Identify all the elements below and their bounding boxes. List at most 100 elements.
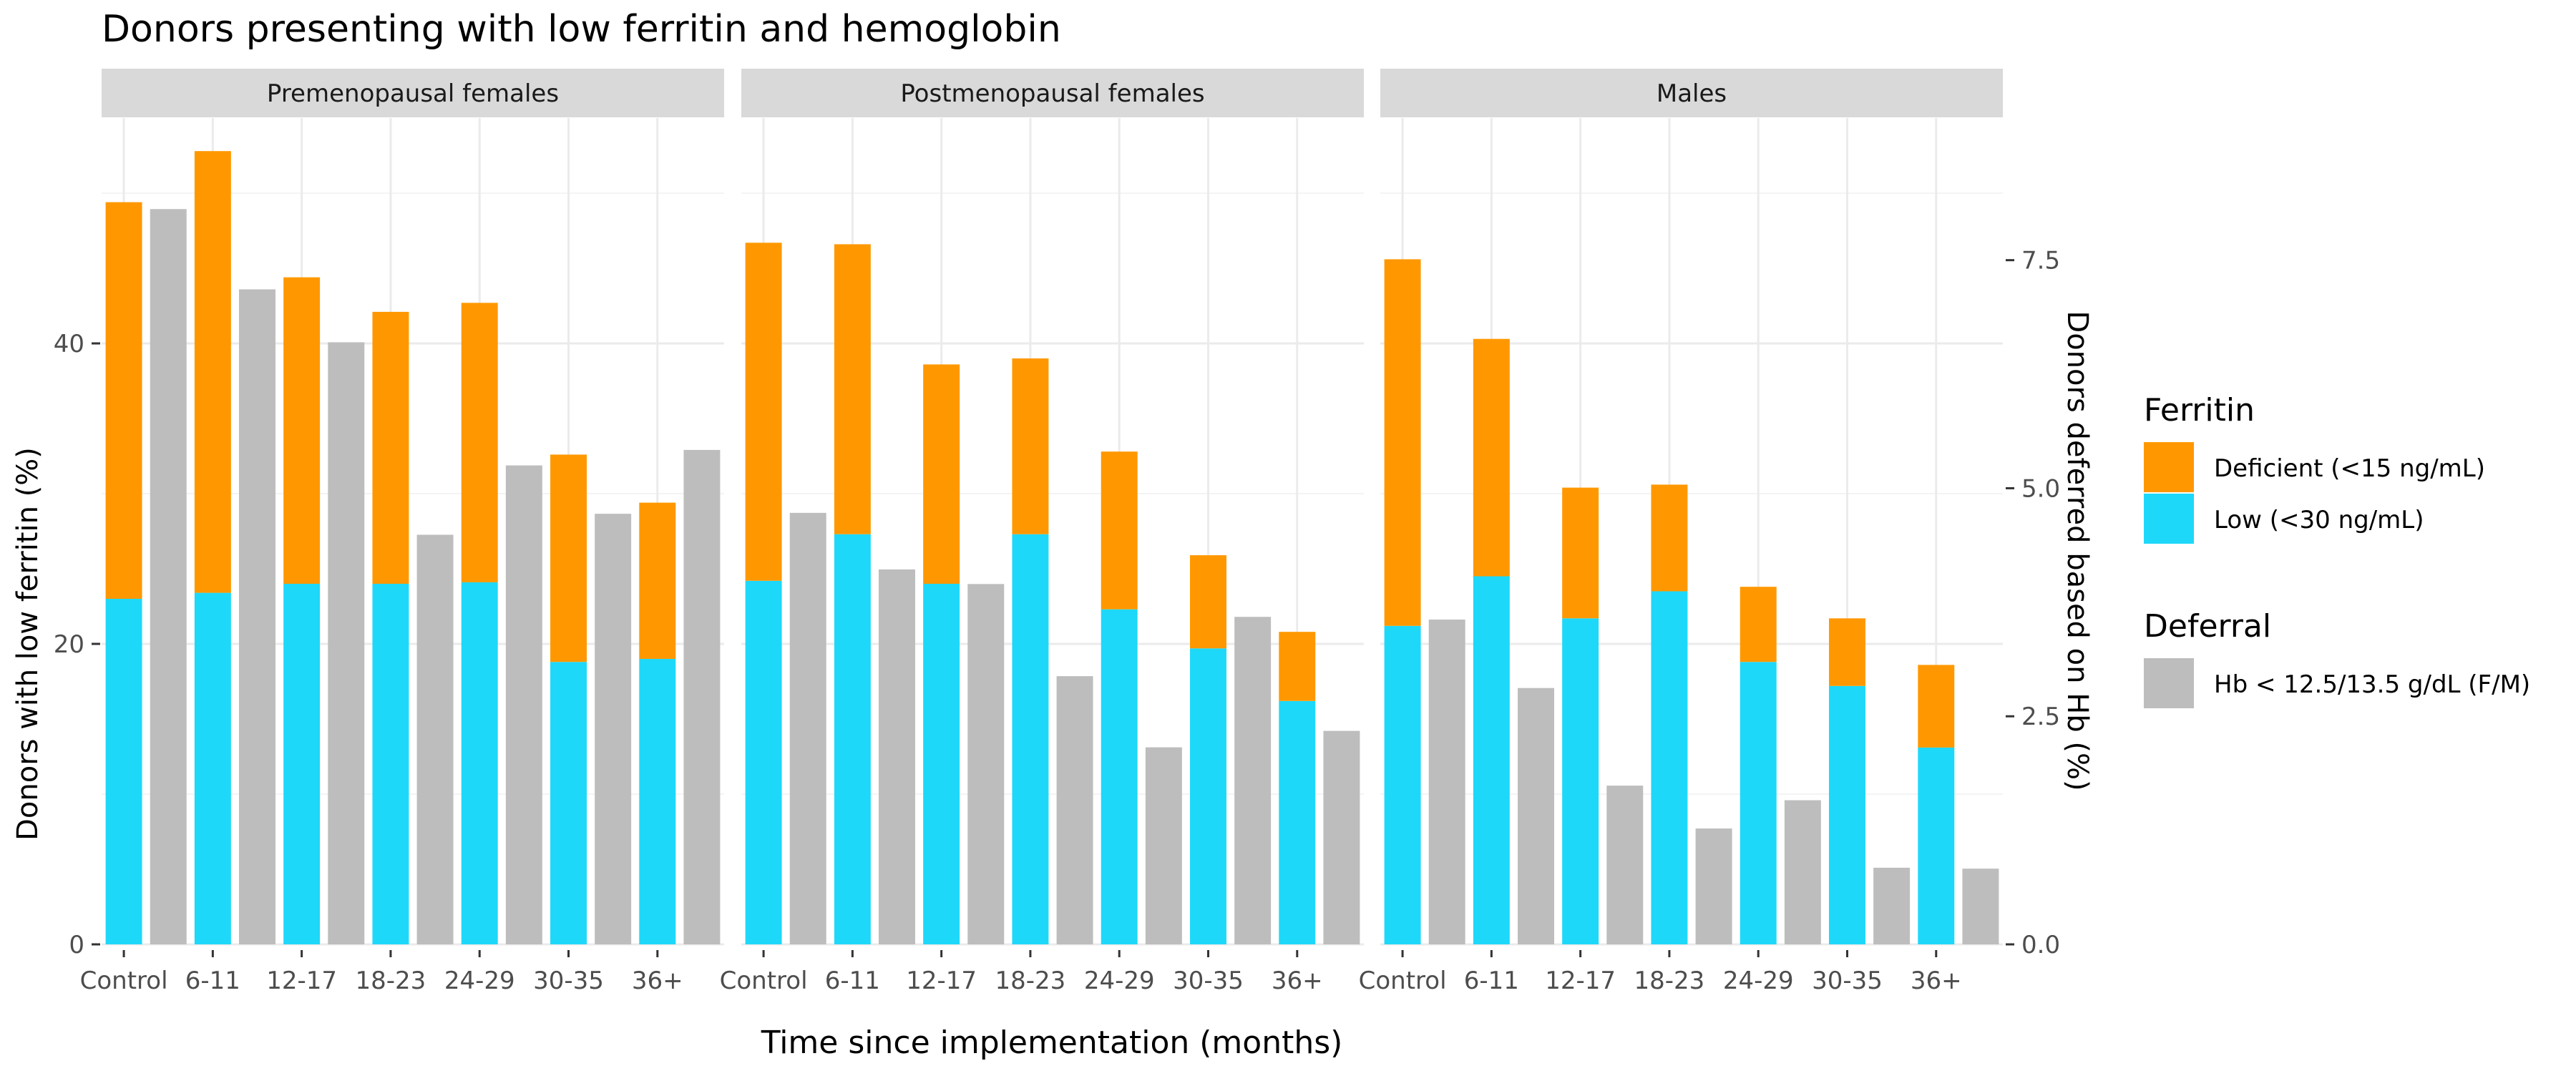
bar-hb-deferral — [505, 465, 542, 944]
x-tick-label: Control — [720, 967, 808, 995]
bar-deficient-ferritin — [1190, 555, 1226, 649]
bar-hb-deferral — [1056, 676, 1093, 944]
bar-low-ferritin — [745, 580, 782, 944]
bar-hb-deferral — [683, 449, 721, 944]
x-tick-label: 36+ — [1911, 967, 1962, 995]
x-tick-label: Control — [80, 967, 168, 995]
bar-deficient-ferritin — [1829, 618, 1865, 686]
legend-swatch-deficient — [2144, 442, 2194, 492]
bar-deficient-ferritin — [1562, 487, 1599, 619]
bar-deficient-ferritin — [461, 303, 498, 582]
facet-strip — [741, 69, 1364, 117]
x-tick-label: 30-35 — [533, 967, 604, 995]
bar-deficient-ferritin — [1918, 665, 1955, 748]
bar-hb-deferral — [967, 584, 1005, 944]
bar-deficient-ferritin — [1384, 259, 1421, 626]
y-tick-label: 40 — [54, 330, 84, 358]
bar-deficient-ferritin — [1101, 451, 1138, 610]
facet-strip — [1380, 69, 2003, 117]
panel-1: Premenopausal females Control 6-11 12-17 18-… — [80, 69, 724, 995]
legend-swatch-deferral — [2144, 658, 2194, 708]
y2-axis-label: Donors deferred based on Hb (%) — [2061, 310, 2094, 791]
legend-label-low: Low (<30 ng/mL) — [2214, 506, 2424, 534]
bar-low-ferritin — [283, 584, 321, 944]
facet-strip-label: Postmenopausal females — [900, 79, 1204, 108]
bar-deficient-ferritin — [639, 502, 676, 659]
bar-low-ferritin — [1740, 662, 1777, 944]
bar-hb-deferral — [1962, 869, 1999, 944]
bar-hb-deferral — [1234, 617, 1272, 944]
chart-title: Donors presenting with low ferritin and … — [102, 8, 1061, 51]
x-tick-label: 12-17 — [266, 967, 337, 995]
bar-deficient-ferritin — [105, 202, 142, 600]
x-tick-label: 18-23 — [356, 967, 426, 995]
bar-low-ferritin — [1101, 609, 1138, 944]
bar-deficient-ferritin — [372, 311, 409, 584]
bar-deficient-ferritin — [1279, 632, 1316, 701]
x-tick-label: 6-11 — [1464, 967, 1519, 995]
bar-low-ferritin — [639, 659, 676, 944]
bar-deficient-ferritin — [1012, 358, 1049, 534]
x-tick-label: 12-17 — [1545, 967, 1616, 995]
y-tick-label: 0 — [69, 931, 84, 959]
bar-hb-deferral — [1873, 867, 1911, 944]
bar-hb-deferral — [1784, 800, 1821, 944]
bar-deficient-ferritin — [834, 244, 871, 534]
legend-swatch-low — [2144, 494, 2194, 544]
x-tick-label: 12-17 — [906, 967, 977, 995]
facet-strip-label: Premenopausal females — [267, 79, 559, 108]
bar-deficient-ferritin — [550, 454, 587, 662]
bar-low-ferritin — [1012, 534, 1049, 944]
bar-hb-deferral — [416, 534, 454, 944]
bar-low-ferritin — [550, 662, 587, 944]
x-tick-label: 6-11 — [185, 967, 240, 995]
x-tick-label: Control — [1359, 967, 1447, 995]
bar-low-ferritin — [1384, 625, 1421, 944]
legend: Ferritin Deficient (<15 ng/mL) Low (<30 … — [2144, 392, 2530, 708]
bar-low-ferritin — [1651, 591, 1688, 944]
y-tick-label: 20 — [54, 630, 84, 659]
bar-hb-deferral — [1518, 688, 1554, 944]
facet-strip — [102, 69, 724, 117]
bar-low-ferritin — [923, 584, 960, 944]
bar-hb-deferral — [328, 342, 365, 945]
x-tick-label: 24-29 — [1084, 967, 1155, 995]
panel-3: Males Control 6-11 12-17 18-23 24-29 30-35 36+ — [1359, 69, 2003, 995]
panel-2: Postmenopausal females Control 6-11 12-17 18… — [720, 69, 1364, 995]
bar-hb-deferral — [1695, 828, 1732, 944]
bar-low-ferritin — [1829, 685, 1865, 944]
bar-low-ferritin — [372, 584, 409, 944]
bar-low-ferritin — [1562, 618, 1599, 944]
bar-deficient-ferritin — [923, 364, 960, 584]
bar-hb-deferral — [1145, 747, 1182, 944]
bar-hb-deferral — [1323, 730, 1360, 944]
bar-deficient-ferritin — [194, 151, 231, 593]
bar-low-ferritin — [1473, 576, 1510, 944]
bar-hb-deferral — [789, 512, 826, 944]
y2-tick-label: 2.5 — [2021, 703, 2060, 731]
bar-low-ferritin — [834, 534, 871, 944]
bar-hb-deferral — [595, 514, 632, 944]
x-tick-label: 24-29 — [1723, 967, 1794, 995]
x-tick-label: 30-35 — [1173, 967, 1244, 995]
x-tick-label: 24-29 — [444, 967, 515, 995]
facet-strip-label: Males — [1657, 79, 1727, 108]
x-tick-label: 6-11 — [825, 967, 880, 995]
bar-deficient-ferritin — [1651, 484, 1688, 592]
bar-low-ferritin — [105, 599, 142, 944]
bar-low-ferritin — [194, 592, 231, 944]
panels: Premenopausal females Control 6-11 12-17 18-… — [80, 69, 2003, 995]
y2-tick-label: 5.0 — [2021, 474, 2060, 503]
axes: 0 20 40 0.0 2.5 5.0 7.5 — [54, 247, 2060, 959]
x-tick-label: 36+ — [632, 967, 683, 995]
legend-ferritin-title: Ferritin — [2144, 392, 2255, 429]
y2-tick-label: 7.5 — [2021, 247, 2060, 275]
bar-hb-deferral — [1428, 620, 1465, 944]
x-axis-label: Time since implementation (months) — [761, 1024, 1343, 1061]
legend-label-deferral: Hb < 12.5/13.5 g/dL (F/M) — [2214, 670, 2530, 699]
bar-deficient-ferritin — [745, 243, 782, 581]
bar-deficient-ferritin — [283, 277, 321, 584]
legend-deferral-title: Deferral — [2144, 608, 2271, 645]
bar-hb-deferral — [1606, 786, 1644, 944]
